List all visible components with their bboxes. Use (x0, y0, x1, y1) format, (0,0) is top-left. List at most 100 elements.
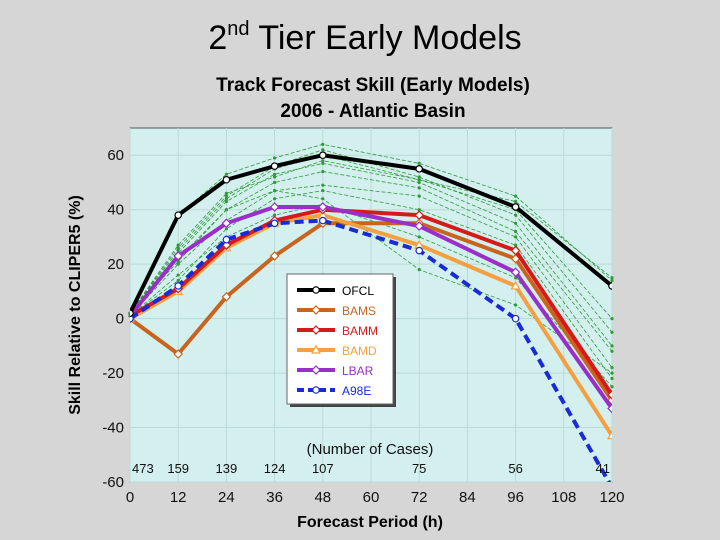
background-model-point (417, 161, 421, 165)
background-model-point (610, 371, 614, 375)
background-model-point (321, 197, 325, 201)
background-model-point (273, 156, 277, 160)
x-tick-label: 60 (363, 489, 380, 506)
legend-label: OFCL (342, 284, 374, 298)
background-model-point (610, 385, 614, 389)
background-model-point (224, 197, 228, 201)
background-model-point (321, 148, 325, 152)
legend-marker (312, 386, 320, 394)
series-line-bamm (130, 207, 612, 396)
background-model-point (224, 208, 228, 212)
background-model-point (224, 227, 228, 231)
data-point-bamd (510, 280, 521, 290)
y-tick-label: 0 (116, 311, 124, 328)
data-point-bamm (607, 390, 612, 400)
legend-marker (310, 344, 322, 354)
data-point-bamd (606, 430, 612, 440)
data-point-ofcl (608, 282, 612, 290)
background-model-point (273, 197, 277, 201)
background-model-point (273, 213, 277, 217)
data-point-lbar (269, 202, 280, 212)
chart-subtitle: 2006 - Atlantic Basin (280, 101, 465, 122)
series-line-a98e (130, 218, 612, 482)
case-count: 56 (508, 461, 522, 476)
x-tick-label: 0 (126, 489, 134, 506)
data-point-bamm (414, 210, 425, 220)
background-model-point (224, 191, 228, 195)
background-model-point (610, 344, 614, 348)
background-model-point (417, 175, 421, 179)
background-model-point (417, 268, 421, 272)
data-point-ofcl (270, 162, 279, 170)
y-tick-label: 60 (107, 147, 124, 164)
background-model-point (610, 276, 614, 280)
case-count: 473 (132, 461, 154, 476)
legend-label: BAMM (342, 324, 378, 338)
background-model-point (610, 330, 614, 334)
background-model-point (176, 262, 180, 266)
case-count: 124 (264, 461, 286, 476)
background-model-point (224, 199, 228, 204)
series-line-ofcl (130, 153, 612, 315)
data-point-ofcl (511, 203, 520, 211)
legend-label: LBAR (342, 364, 374, 378)
x-tick-label: 36 (266, 489, 283, 506)
legend-label: BAMS (342, 304, 376, 318)
background-model-point (176, 278, 180, 283)
slide-title-superscript: nd (227, 18, 250, 40)
background-model-point (417, 235, 421, 239)
background-model-point (514, 199, 518, 204)
background-model-point (417, 178, 421, 182)
data-point-a98e (511, 314, 520, 323)
background-model-point (610, 349, 614, 353)
series-a98e (130, 216, 612, 482)
background-model-line (129, 184, 613, 368)
x-tick-label: 72 (411, 489, 428, 506)
background-model-point (176, 259, 180, 264)
background-model-point (514, 194, 518, 198)
background-model-point (610, 376, 614, 381)
data-point-bams (221, 291, 232, 302)
data-point-ofcl (318, 151, 327, 160)
series-line-bams (130, 221, 612, 402)
background-model-point (273, 180, 277, 185)
background-model-point (273, 175, 277, 179)
chart-title: Track Forecast Skill (Early Models) (216, 75, 530, 96)
background-model-point (514, 303, 518, 307)
background-model-point (321, 169, 325, 174)
background-model-point (273, 189, 277, 193)
data-point-a98e (415, 246, 424, 255)
legend: OFCL BAMS BAMM BAMD LBAR A98E (286, 273, 396, 407)
background-model-point (514, 276, 518, 280)
x-tick-label: 24 (218, 489, 235, 506)
data-point-lbar (221, 218, 232, 229)
data-point-bamm (510, 245, 521, 256)
y-tick-label: -40 (102, 420, 124, 437)
y-tick-label: 20 (107, 256, 124, 273)
case-count: 75 (412, 461, 426, 476)
background-model-point (610, 317, 614, 321)
data-point-lbar (414, 221, 425, 231)
legend-marker (311, 325, 321, 335)
data-point-ofcl (130, 309, 134, 317)
background-model-lines (128, 142, 614, 389)
x-tick-label: 96 (507, 489, 524, 506)
x-tick-label: 12 (170, 489, 187, 506)
tick-labels: 0 12 24 36 48 60 72 84 96 108 120 60 40 20 0 -20 -40 -60 (102, 147, 624, 506)
x-tick-label: 120 (599, 489, 624, 506)
data-point-ofcl (222, 175, 231, 184)
series-bams (130, 218, 612, 406)
background-model-line (129, 149, 613, 333)
data-point-lbar (173, 251, 184, 261)
background-model-line (129, 203, 613, 387)
legend-box (286, 273, 394, 405)
background-model-point (176, 248, 180, 253)
background-model-point (321, 159, 325, 163)
y-axis-label: Skill Relative to CLIPER5 (%) (67, 195, 84, 415)
y-tick-label: -20 (102, 365, 124, 382)
data-point-ofcl (174, 211, 183, 219)
background-model-point (610, 366, 614, 370)
cases-label: (Number of Cases) (307, 441, 434, 458)
background-model-point (514, 229, 518, 234)
background-model-point (176, 243, 180, 247)
